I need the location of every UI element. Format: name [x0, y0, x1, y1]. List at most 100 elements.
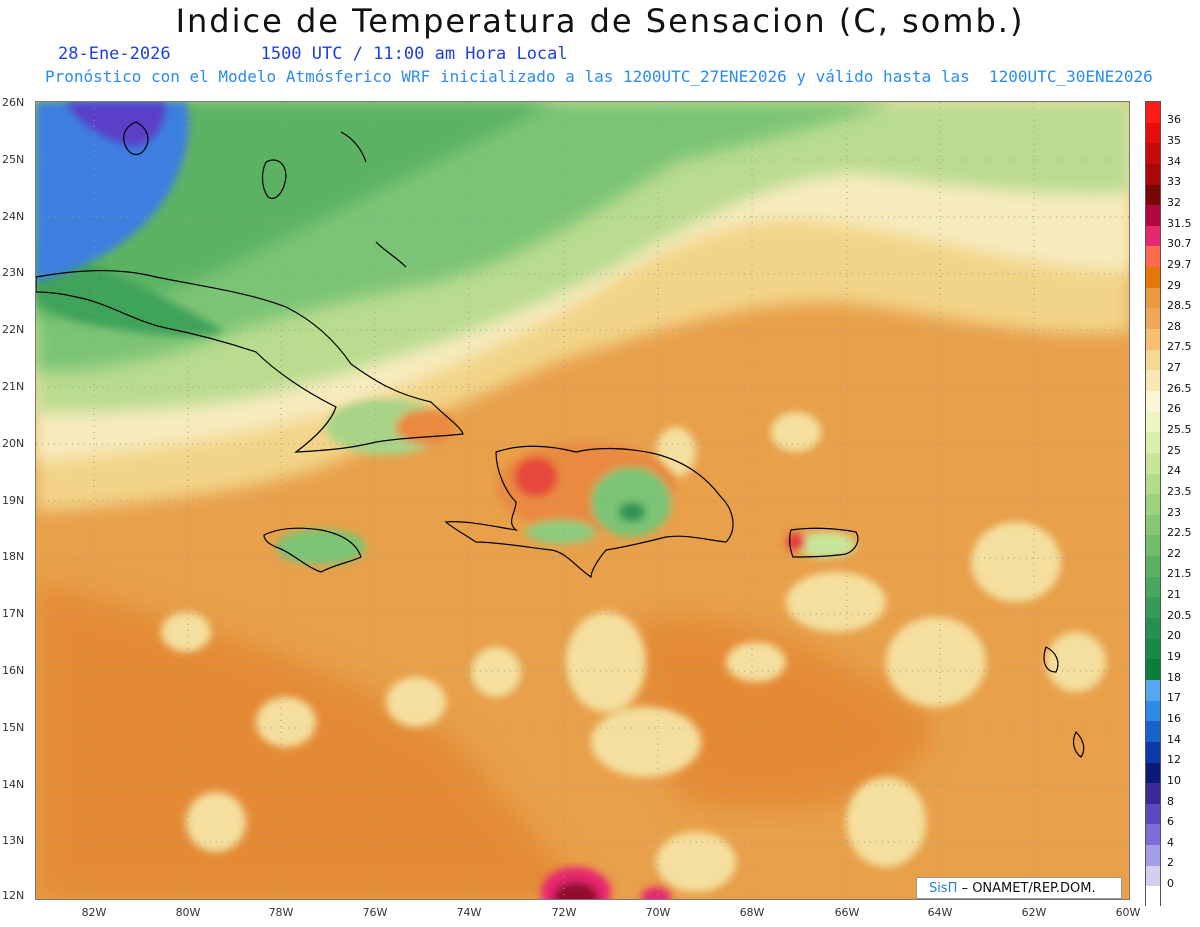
- legend-label: 20: [1167, 629, 1181, 643]
- legend-swatch: [1146, 535, 1160, 557]
- graticule: [36, 102, 1129, 899]
- legend-swatch: [1146, 225, 1160, 247]
- legend-label: 36: [1167, 113, 1181, 127]
- map-canvas: [36, 102, 1129, 899]
- legend-label: 14: [1167, 732, 1181, 746]
- lat-label: 15N: [2, 721, 25, 734]
- legend-label: 27.5: [1167, 340, 1192, 354]
- legend-swatch: [1146, 659, 1160, 681]
- legend-label: 32: [1167, 195, 1181, 209]
- forecast-datetime: 28-Ene-2026 1500 UTC / 11:00 am Hora Loca…: [58, 44, 568, 64]
- lat-label: 20N: [2, 437, 25, 450]
- lat-label: 14N: [2, 778, 25, 791]
- lat-label: 18N: [2, 550, 25, 563]
- legend-swatch: [1146, 205, 1160, 227]
- legend-swatch: [1146, 267, 1160, 289]
- lon-label: 60W: [1115, 906, 1141, 919]
- model-subtitle: Pronóstico con el Modelo Atmósferico WRF…: [45, 67, 1153, 86]
- legend-swatch: [1146, 700, 1160, 722]
- legend-swatch: [1146, 824, 1160, 846]
- legend-swatch: [1146, 390, 1160, 413]
- warm-central-zone: [632, 618, 936, 810]
- legend-label: 22.5: [1167, 526, 1192, 540]
- bahamas-coast-2: [375, 241, 407, 268]
- lon-label: 70W: [645, 906, 671, 919]
- purple-zone: [66, 102, 166, 147]
- legend-label: 21: [1167, 588, 1181, 602]
- legend-label: 29.7: [1167, 257, 1192, 271]
- legend-swatch: [1146, 184, 1160, 206]
- legend-label: 31.5: [1167, 216, 1192, 230]
- legend-label: 12: [1167, 753, 1181, 767]
- credit-box: SisΠ – ONAMET/REP.DOM.: [916, 877, 1122, 899]
- legend-swatch: [1146, 514, 1160, 536]
- legend-swatch: [1146, 721, 1160, 743]
- lon-label: 80W: [175, 906, 201, 919]
- legend-label: 29: [1167, 278, 1181, 292]
- legend-label: 18: [1167, 670, 1181, 684]
- forecast-time: 1500 UTC / 11:00 am Hora Local: [260, 44, 568, 64]
- legend-swatch: [1146, 556, 1160, 578]
- legend-label: 17: [1167, 691, 1181, 705]
- guadeloupe-coast: [1043, 646, 1059, 673]
- legend-swatch: [1146, 679, 1160, 702]
- lat-label: 17N: [2, 607, 25, 620]
- lat-label: 22N: [2, 323, 25, 336]
- legend-swatch: [1146, 122, 1160, 144]
- legend-label: 28.5: [1167, 299, 1192, 313]
- legend-swatch: [1146, 494, 1160, 516]
- legend-swatch: [1146, 370, 1160, 392]
- lat-label: 12N: [2, 889, 25, 902]
- legend-swatch: [1146, 452, 1160, 475]
- heat-index-map: [35, 101, 1130, 900]
- legend-swatch: [1146, 329, 1160, 351]
- land-fields: [276, 399, 856, 565]
- legend-swatch: [1146, 741, 1160, 763]
- legend-swatch: [1146, 473, 1160, 495]
- lat-label: 23N: [2, 266, 25, 279]
- legend-label: 23: [1167, 505, 1181, 519]
- legend-swatch: [1146, 576, 1160, 598]
- legend-swatch: [1146, 308, 1160, 330]
- cloud-blobs: [161, 412, 1106, 892]
- legend-label: 28: [1167, 319, 1181, 333]
- legend-swatch: [1146, 411, 1160, 433]
- bahamas-coast-1: [340, 131, 367, 163]
- lat-label: 13N: [2, 834, 25, 847]
- legend-label: 24: [1167, 464, 1181, 478]
- lon-label: 66W: [834, 906, 860, 919]
- legend-swatch: [1146, 783, 1160, 805]
- legend-label: 35: [1167, 134, 1181, 148]
- legend-swatch: [1146, 432, 1160, 454]
- lon-label: 62W: [1021, 906, 1047, 919]
- legend-label: 21.5: [1167, 567, 1192, 581]
- warm-sw-zone: [36, 582, 594, 899]
- jamaica-coast: [263, 527, 362, 573]
- legend-swatch: [1146, 845, 1160, 867]
- legend-label: 26.5: [1167, 381, 1192, 395]
- lon-label: 76W: [362, 906, 388, 919]
- legend-swatch: [1146, 618, 1160, 640]
- legend-swatch: [1146, 102, 1160, 124]
- legend-swatch: [1146, 638, 1160, 660]
- legend-label: 23.5: [1167, 484, 1192, 498]
- lat-label: 19N: [2, 494, 25, 507]
- legend-label: 22: [1167, 546, 1181, 560]
- legend-label: 2: [1167, 856, 1174, 870]
- lat-label: 26N: [2, 96, 25, 109]
- legend-label: 10: [1167, 773, 1181, 787]
- legend-label: 0: [1167, 877, 1174, 891]
- martinique-coast: [1072, 730, 1085, 758]
- blue-zone: [36, 102, 189, 282]
- legend-label: 33: [1167, 175, 1181, 189]
- florida-coast: [123, 121, 149, 156]
- green-dark-cuba: [36, 242, 226, 337]
- legend-swatch: [1146, 597, 1160, 619]
- legend-swatch: [1146, 349, 1160, 371]
- map-title: Indice de Temperatura de Sensacion (C, s…: [175, 2, 1025, 40]
- legend-label: 19: [1167, 650, 1181, 664]
- lon-label: 64W: [927, 906, 953, 919]
- sispi-logo: SisΠ: [929, 881, 958, 896]
- lat-label: 25N: [2, 153, 25, 166]
- legend-label: 16: [1167, 711, 1181, 725]
